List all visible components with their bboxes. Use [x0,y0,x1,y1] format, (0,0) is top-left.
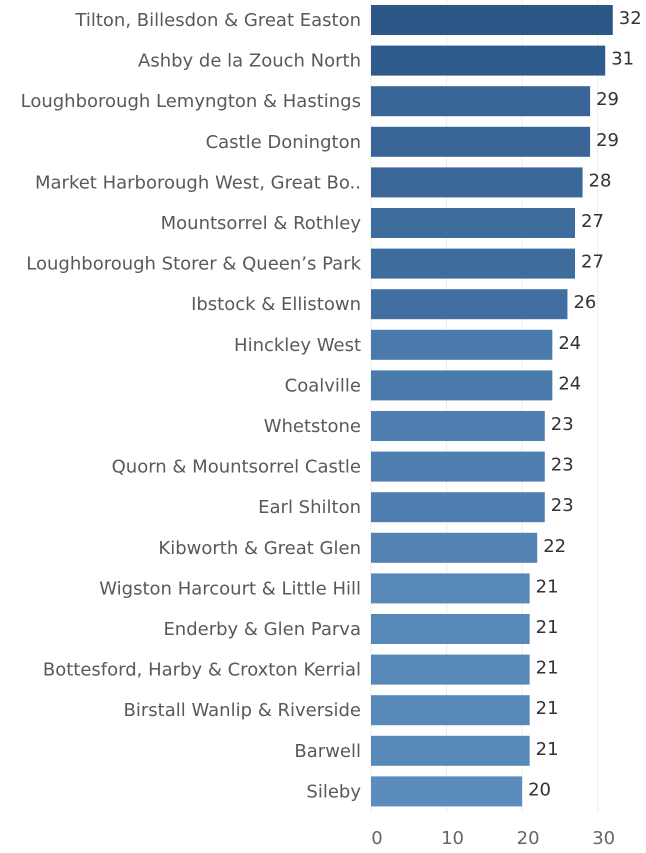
bar [371,532,538,563]
x-tick-label: 30 [592,828,615,849]
bar [371,45,606,76]
y-tick-label: Earl Shilton [258,497,361,518]
value-label: 26 [573,292,596,313]
y-tick-label: Enderby & Glen Parva [163,619,361,640]
bar [371,492,545,523]
x-tick-label: 20 [517,828,540,849]
bar [371,573,530,604]
y-tick-label: Castle Donington [206,132,361,153]
y-tick-label: Bottesford, Harby & Croxton Kerrial [43,660,361,681]
value-label: 23 [551,455,574,476]
y-tick-label: Tilton, Billesdon & Great Easton [74,10,361,31]
value-label: 24 [558,333,581,354]
value-label: 22 [543,536,566,557]
value-label: 28 [589,170,612,191]
y-tick-label: Quorn & Mountsorrel Castle [112,457,361,478]
bar [371,735,530,766]
value-label: 23 [551,495,574,516]
y-tick-label: Ashby de la Zouch North [138,51,361,72]
bar [371,614,530,644]
bar [371,248,575,279]
value-label: 27 [581,211,604,232]
y-tick-label: Ibstock & Ellistown [191,294,361,315]
value-label: 21 [536,658,559,679]
value-label: 29 [596,130,619,151]
value-label: 29 [596,89,619,110]
bar [371,86,591,117]
bar [371,695,530,726]
value-label: 31 [611,49,634,70]
value-label: 21 [536,617,559,638]
value-label: 21 [536,576,559,597]
y-tick-label: Kibworth & Great Glen [158,538,361,559]
y-tick-label: Coalville [285,375,361,396]
y-tick-label: Wigston Harcourt & Little Hill [99,578,361,599]
value-label: 24 [558,373,581,394]
y-tick-label: Loughborough Storer & Queen’s Park [26,254,361,275]
y-tick-label: Sileby [306,781,361,802]
y-tick-label: Hinckley West [234,335,361,356]
bar [371,451,545,482]
bar [371,126,591,157]
y-tick-label: Birstall Wanlip & Riverside [124,700,361,721]
value-label: 21 [536,739,559,760]
bar [371,289,568,320]
value-label: 23 [551,414,574,435]
y-tick-label: Barwell [294,741,361,762]
bar [371,654,530,685]
x-tick-label: 10 [441,828,464,849]
y-tick-label: Market Harborough West, Great Bo.. [35,172,361,193]
y-tick-label: Loughborough Lemyngton & Hastings [21,91,361,112]
bar [371,329,553,360]
x-tick-label: 0 [371,828,382,849]
bar [371,5,613,35]
bar [371,776,523,807]
value-label: 32 [619,8,642,29]
value-label: 27 [581,252,604,273]
y-tick-label: Mountsorrel & Rothley [161,213,362,234]
bar [371,411,545,441]
bar [371,167,583,198]
bar [371,370,553,401]
value-label: 21 [536,698,559,719]
value-label: 20 [528,779,551,800]
bar [371,208,575,238]
y-tick-label: Whetstone [264,416,361,437]
